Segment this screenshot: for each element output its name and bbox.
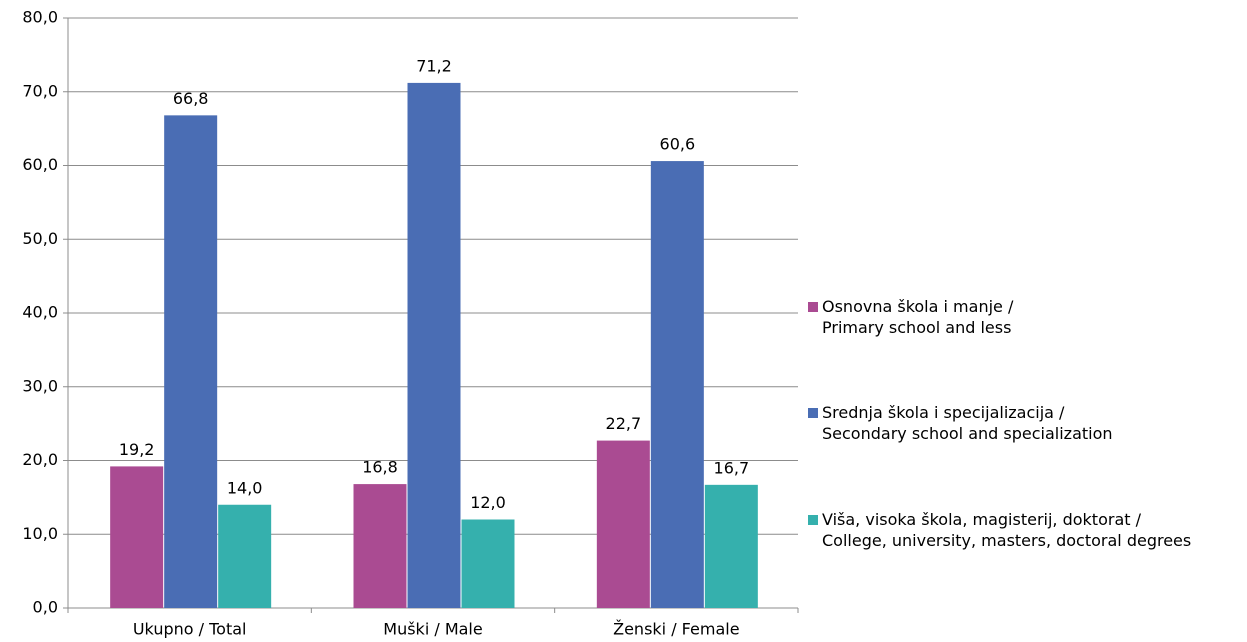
legend-line: Primary school and less xyxy=(822,318,1011,337)
y-tick-label: 30,0 xyxy=(22,376,58,395)
x-tick-label: Ženski / Female xyxy=(613,620,739,639)
x-tick-label: Ukupno / Total xyxy=(133,620,247,639)
value-label: 60,6 xyxy=(660,135,696,154)
value-label: 71,2 xyxy=(416,56,452,75)
legend-label: Srednja škola i specijalizacija / Seconda… xyxy=(822,403,1113,443)
legend-swatch xyxy=(808,408,818,418)
legend-line: Srednja škola i specijalizacija / xyxy=(822,403,1065,422)
legend-line: Secondary school and specialization xyxy=(822,424,1113,443)
bar xyxy=(461,519,515,608)
bar xyxy=(218,504,272,608)
bar xyxy=(704,484,758,608)
y-tick-label: 60,0 xyxy=(22,155,58,174)
legend-line: College, university, masters, doctoral d… xyxy=(822,531,1191,550)
y-tick-label: 20,0 xyxy=(22,450,58,469)
bar xyxy=(650,161,704,608)
y-tick-label: 70,0 xyxy=(22,81,58,100)
y-tick-label: 80,0 xyxy=(22,8,58,27)
bar xyxy=(596,440,650,608)
value-label: 66,8 xyxy=(173,89,209,108)
y-tick-label: 50,0 xyxy=(22,229,58,248)
bar xyxy=(353,484,407,608)
legend-label: Osnovna škola i manje / Primary school an… xyxy=(822,297,1014,337)
value-label: 12,0 xyxy=(470,493,506,512)
y-tick-label: 0,0 xyxy=(33,598,58,617)
bar xyxy=(110,466,164,608)
legend-line: Viša, visoka škola, magisterij, doktorat… xyxy=(822,510,1142,529)
value-label: 16,8 xyxy=(362,458,398,477)
value-label: 16,7 xyxy=(714,458,750,477)
bar xyxy=(407,82,461,608)
legend-swatch xyxy=(808,302,818,312)
value-label: 22,7 xyxy=(606,414,642,433)
x-tick-label: Muški / Male xyxy=(383,620,482,639)
value-label: 14,0 xyxy=(227,478,263,497)
y-tick-label: 40,0 xyxy=(22,303,58,322)
legend-swatch xyxy=(808,515,818,525)
legend-line: Osnovna škola i manje / xyxy=(822,297,1014,316)
y-tick-label: 10,0 xyxy=(22,524,58,543)
value-label: 19,2 xyxy=(119,440,155,459)
bar xyxy=(164,115,218,608)
legend-label: Viša, visoka škola, magisterij, doktorat… xyxy=(822,510,1191,550)
